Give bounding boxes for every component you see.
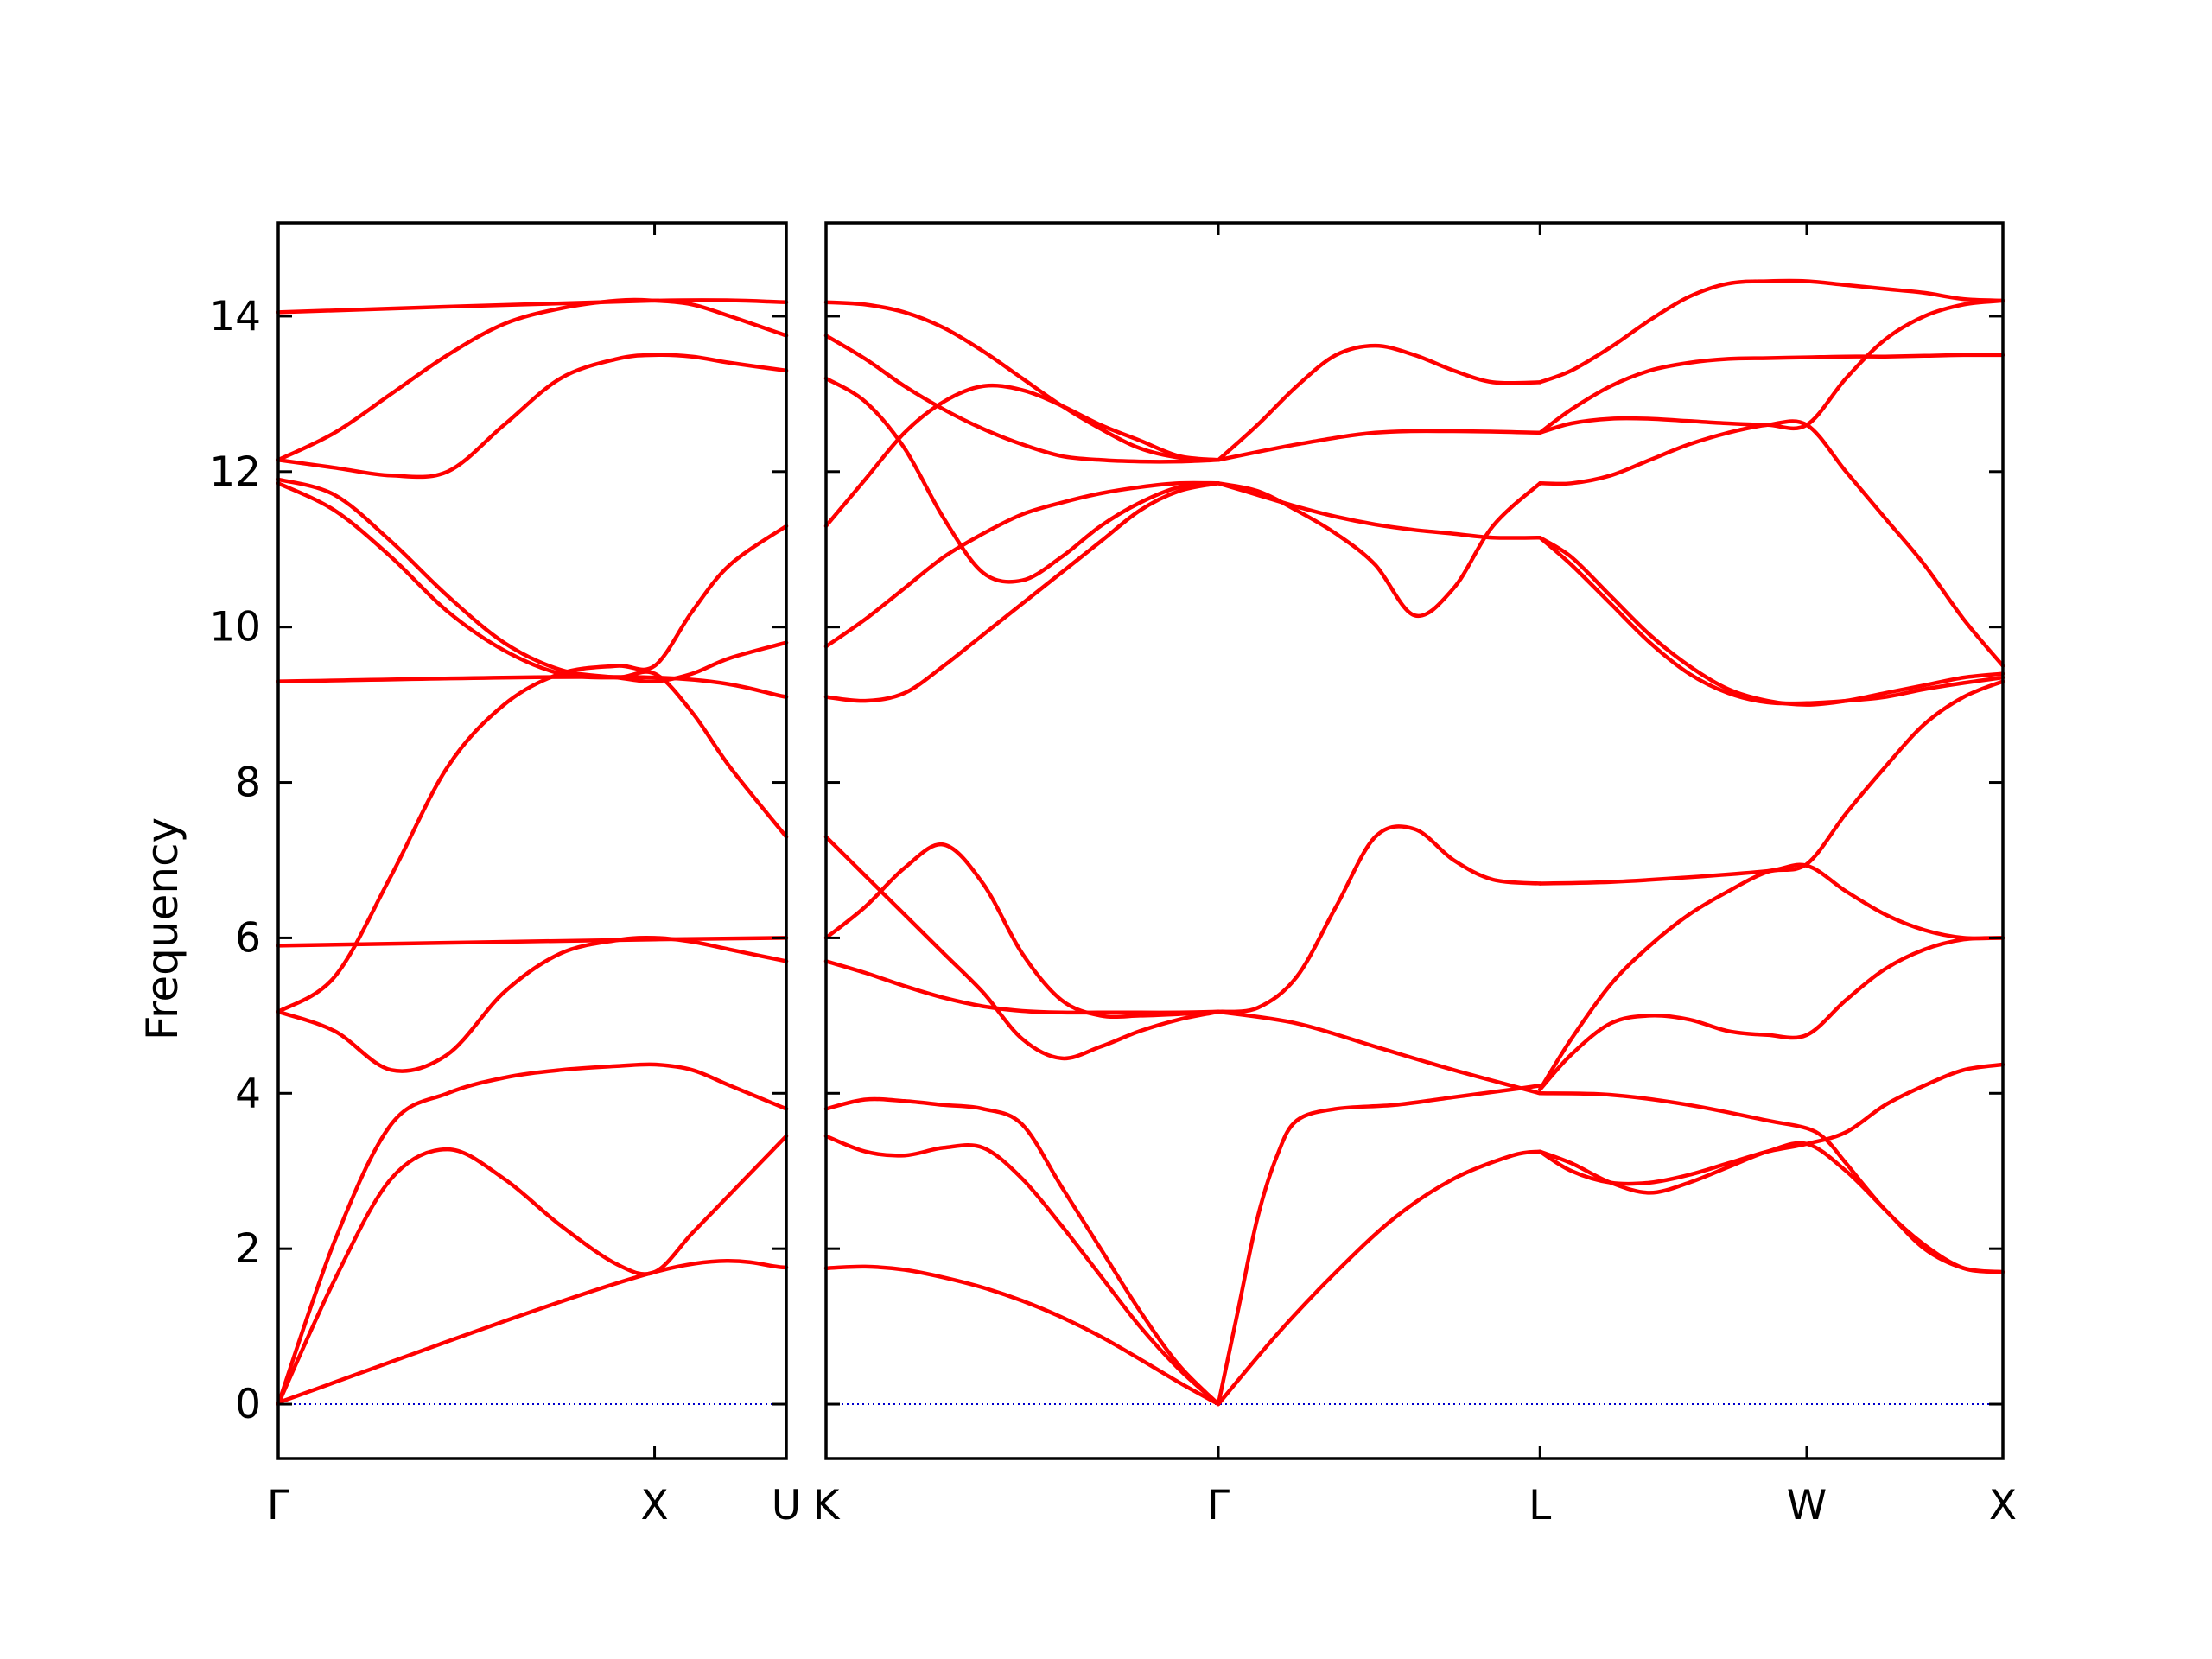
band-line — [823, 842, 1221, 1020]
panel-frame — [276, 221, 788, 1460]
y-tick-label: 0 — [235, 1381, 261, 1428]
band-line — [1216, 429, 1542, 462]
y-axis-label: Frequency — [137, 817, 188, 1040]
band-line — [823, 959, 1221, 1015]
band-line — [276, 675, 789, 699]
y-tick-label: 8 — [235, 760, 261, 807]
band-line — [823, 383, 1221, 529]
band-line — [276, 936, 789, 1073]
band-line — [276, 481, 789, 839]
band-line — [1538, 419, 2005, 668]
band-line — [1216, 1009, 1542, 1096]
x-tick-label: X — [1989, 1482, 2017, 1529]
x-tick-label: W — [1787, 1482, 1827, 1529]
band-line — [1216, 1149, 1542, 1407]
y-tick-label: 14 — [209, 293, 261, 340]
band-line — [1538, 353, 2005, 435]
band-line — [276, 353, 789, 480]
band-line — [276, 1062, 789, 1407]
y-tick-label: 4 — [235, 1070, 261, 1117]
x-tick-label: Γ — [267, 1482, 289, 1529]
band-line — [1538, 862, 2005, 941]
y-tick-label: 2 — [235, 1225, 261, 1273]
band-line — [276, 297, 789, 462]
panel-frame — [824, 221, 2005, 1460]
band-line — [823, 481, 1221, 703]
band-line — [1538, 679, 2005, 1092]
band-line — [823, 376, 1221, 584]
y-tick-label: 12 — [209, 448, 261, 496]
band-line — [1216, 481, 1542, 619]
y-tick-label: 10 — [209, 604, 261, 652]
band-line — [823, 835, 1221, 1061]
band-line — [1216, 343, 1542, 462]
band-line — [823, 1096, 1221, 1407]
band-line — [1216, 824, 1542, 1014]
band-line — [1538, 535, 2005, 707]
x-tick-label: Γ — [1207, 1482, 1230, 1529]
band-line — [823, 300, 1221, 462]
band-line — [1538, 936, 2005, 1092]
band-line — [823, 480, 1221, 649]
band-line — [276, 1259, 789, 1405]
band-line — [276, 477, 789, 683]
x-tick-label: X — [640, 1482, 668, 1529]
band-line — [276, 1134, 789, 1407]
band-line — [823, 1134, 1221, 1407]
band-line — [823, 1264, 1221, 1407]
band-line — [1216, 1084, 1542, 1407]
band-line — [1216, 481, 1542, 540]
band-line — [1538, 1091, 2005, 1274]
x-tick-label: K — [813, 1482, 841, 1529]
band-line — [1538, 278, 2005, 385]
x-tick-label: U — [772, 1482, 801, 1529]
left-panel: Γ X U 0 2 4 6 8 10 12 14 — [209, 221, 801, 1529]
y-tick-label: 6 — [235, 914, 261, 962]
band-line — [276, 524, 789, 1014]
band-line — [1538, 535, 2005, 706]
band-line — [276, 936, 789, 948]
x-tick-label: L — [1529, 1482, 1551, 1529]
band-line — [823, 334, 1221, 464]
band-line — [276, 298, 789, 315]
band-line — [1538, 1062, 2005, 1186]
band-line — [1538, 298, 2005, 435]
